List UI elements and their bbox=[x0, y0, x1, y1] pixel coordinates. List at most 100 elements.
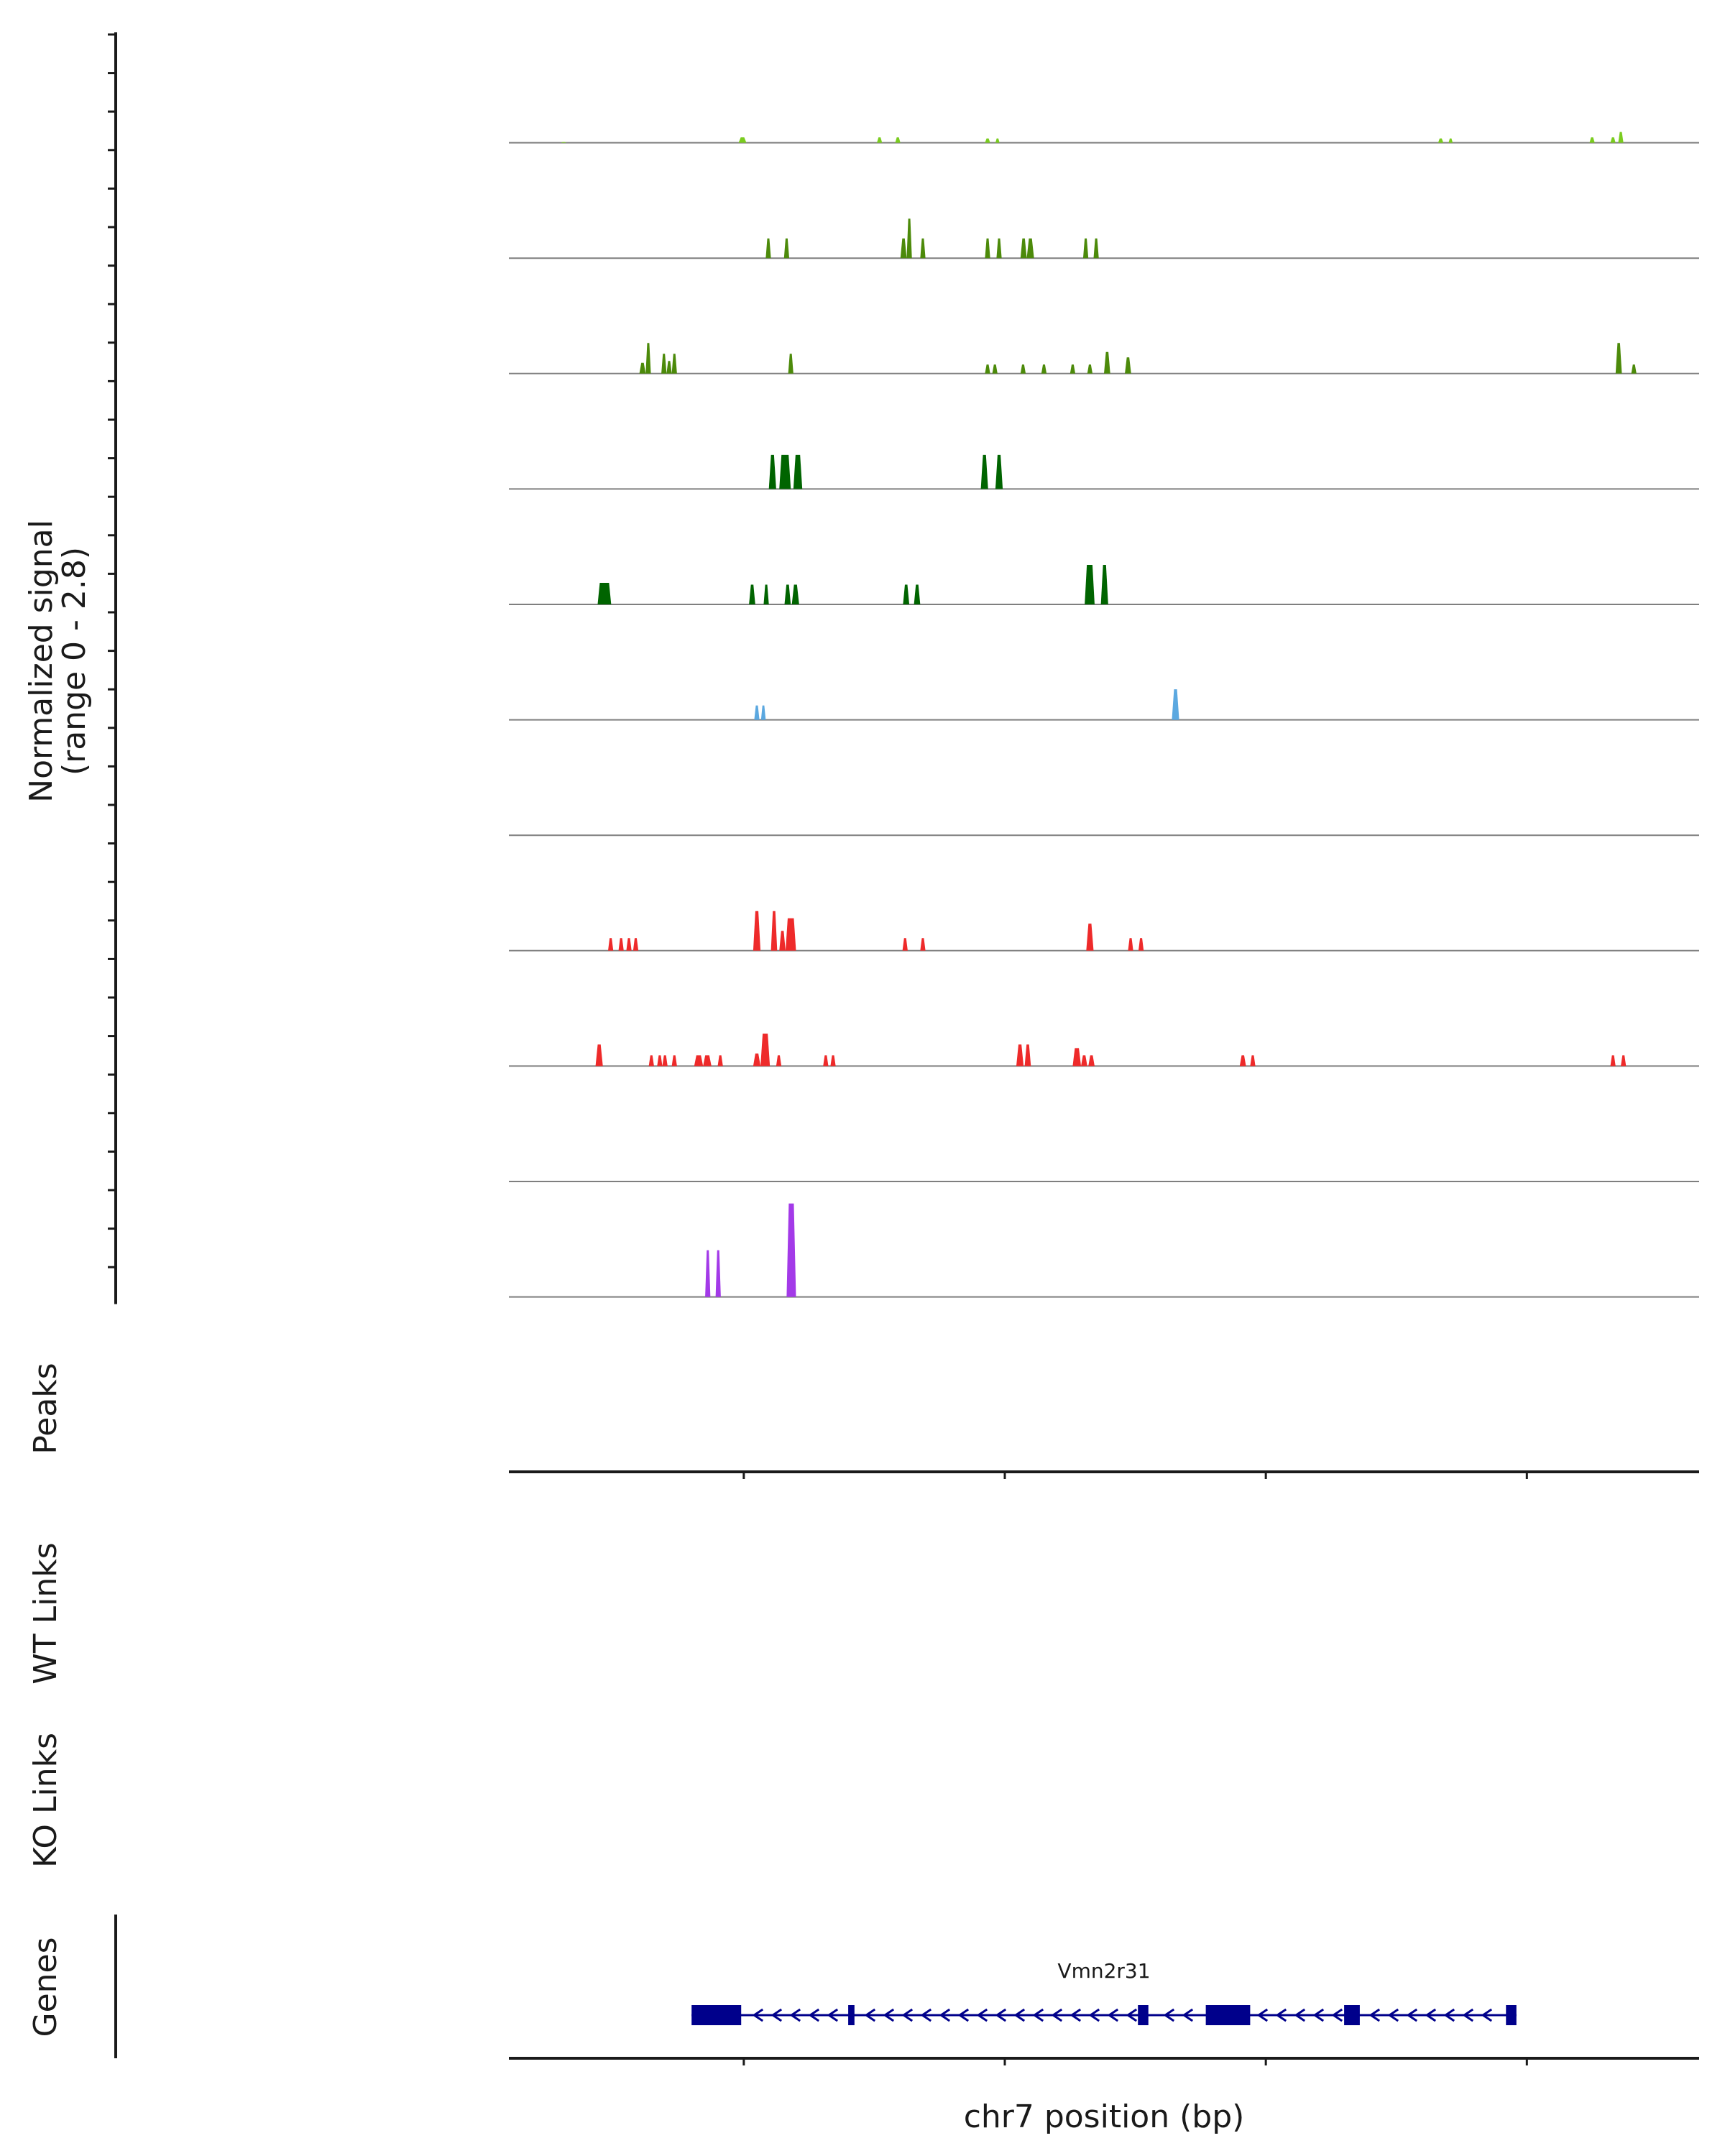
signal-peak bbox=[995, 138, 1000, 143]
strand-arrow bbox=[1126, 2008, 1138, 2022]
strand-arrow bbox=[957, 2008, 970, 2022]
coverage-tracks bbox=[509, 132, 1699, 1298]
signal-peak bbox=[1072, 1048, 1082, 1067]
strand-arrow bbox=[1387, 2008, 1399, 2022]
gene-exon bbox=[1344, 2005, 1360, 2025]
signal-peak bbox=[1088, 1055, 1095, 1067]
signal-ylabel-line1: Normalized signal bbox=[23, 520, 60, 803]
signal-peak bbox=[785, 918, 796, 951]
signal-peak bbox=[1026, 238, 1034, 259]
genes-x-axis bbox=[742, 2058, 1528, 2065]
peaks-row-label: Peaks bbox=[27, 1363, 64, 1454]
signal-y-axis bbox=[108, 32, 117, 1304]
signal-peak bbox=[1100, 565, 1108, 604]
strand-arrow bbox=[1070, 2008, 1082, 2022]
strand-arrow bbox=[1163, 2008, 1175, 2022]
track-5 bbox=[509, 689, 1699, 721]
gene-exon bbox=[691, 2005, 742, 2025]
strand-arrow bbox=[789, 2008, 801, 2022]
signal-peak bbox=[793, 454, 803, 489]
signal-peak bbox=[823, 1055, 829, 1067]
signal-peak bbox=[992, 364, 998, 374]
signal-peak bbox=[1016, 1044, 1024, 1067]
strand-arrow bbox=[920, 2008, 932, 2022]
signal-peak bbox=[1618, 132, 1624, 143]
signal-peak bbox=[618, 938, 624, 951]
signal-peak bbox=[1093, 238, 1099, 259]
signal-peak bbox=[749, 584, 755, 604]
signal-peak bbox=[996, 238, 1002, 259]
signal-peak bbox=[1020, 238, 1027, 259]
gene-track bbox=[691, 2005, 1517, 2025]
track-8 bbox=[509, 1033, 1699, 1067]
signal-peak bbox=[1615, 343, 1622, 374]
peaks-x-axis bbox=[742, 1472, 1528, 1479]
signal-peak bbox=[900, 238, 907, 259]
signal-peak bbox=[760, 1033, 770, 1067]
signal-peak bbox=[906, 218, 912, 259]
signal-peak bbox=[902, 938, 908, 951]
gene-exon bbox=[1506, 2005, 1517, 2025]
signal-peak bbox=[985, 138, 990, 143]
strand-arrow bbox=[1406, 2008, 1418, 2022]
signal-peak bbox=[760, 705, 766, 720]
signal-peak bbox=[1041, 364, 1047, 374]
signal-peak bbox=[1172, 689, 1179, 720]
strand-arrow bbox=[976, 2008, 988, 2022]
signal-peak bbox=[1081, 1055, 1087, 1067]
strand-arrow bbox=[1481, 2008, 1493, 2022]
signal-peak bbox=[903, 584, 910, 604]
signal-peak bbox=[715, 1250, 721, 1297]
track-3 bbox=[509, 454, 1699, 490]
signal-peak bbox=[995, 454, 1003, 489]
strand-arrow bbox=[1182, 2008, 1194, 2022]
signal-peak bbox=[914, 584, 921, 604]
signal-peak bbox=[595, 1044, 603, 1067]
signal-peak bbox=[783, 238, 790, 259]
signal-peak bbox=[645, 343, 651, 374]
signal-peak bbox=[895, 137, 901, 143]
signal-peak bbox=[1128, 938, 1133, 951]
strand-arrow bbox=[1032, 2008, 1044, 2022]
strand-arrow bbox=[1443, 2008, 1455, 2022]
strand-arrow bbox=[1275, 2008, 1287, 2022]
signal-peak bbox=[639, 362, 646, 374]
signal-peak bbox=[608, 938, 614, 951]
signal-peak bbox=[1610, 1055, 1616, 1067]
signal-peak bbox=[703, 1055, 712, 1067]
strand-arrow bbox=[1013, 2008, 1026, 2022]
signal-peak bbox=[1086, 923, 1094, 951]
track-0 bbox=[509, 132, 1699, 144]
signal-peak bbox=[717, 1055, 723, 1067]
gene-exon bbox=[1138, 2005, 1149, 2025]
strand-arrow bbox=[995, 2008, 1007, 2022]
strand-arrow bbox=[827, 2008, 839, 2022]
signal-peak bbox=[753, 911, 761, 951]
signal-peak bbox=[763, 584, 769, 604]
signal-peak bbox=[657, 1055, 663, 1067]
signal-peak bbox=[648, 1055, 654, 1067]
signal-peak bbox=[791, 584, 799, 604]
signal-peak bbox=[705, 1250, 711, 1297]
signal-peak bbox=[1082, 238, 1089, 259]
genes-row-label: Genes bbox=[27, 1937, 64, 2037]
signal-peak bbox=[830, 1055, 836, 1067]
strand-arrow bbox=[752, 2008, 764, 2022]
strand-arrow bbox=[1051, 2008, 1063, 2022]
strand-arrow bbox=[901, 2008, 914, 2022]
signal-peak bbox=[980, 454, 988, 489]
signal-peak bbox=[784, 584, 791, 604]
strand-arrow bbox=[939, 2008, 951, 2022]
signal-peak bbox=[561, 142, 566, 143]
signal-peak bbox=[920, 938, 926, 951]
signal-peak bbox=[1631, 364, 1637, 374]
strand-arrow bbox=[883, 2008, 895, 2022]
signal-peak bbox=[1610, 137, 1616, 143]
signal-peak bbox=[666, 361, 672, 374]
track-2 bbox=[509, 343, 1699, 374]
signal-peak bbox=[985, 364, 990, 374]
signal-peak bbox=[1589, 137, 1595, 143]
signal-peak bbox=[753, 1053, 761, 1067]
signal-peak bbox=[779, 454, 791, 489]
signal-peak bbox=[662, 1055, 668, 1067]
